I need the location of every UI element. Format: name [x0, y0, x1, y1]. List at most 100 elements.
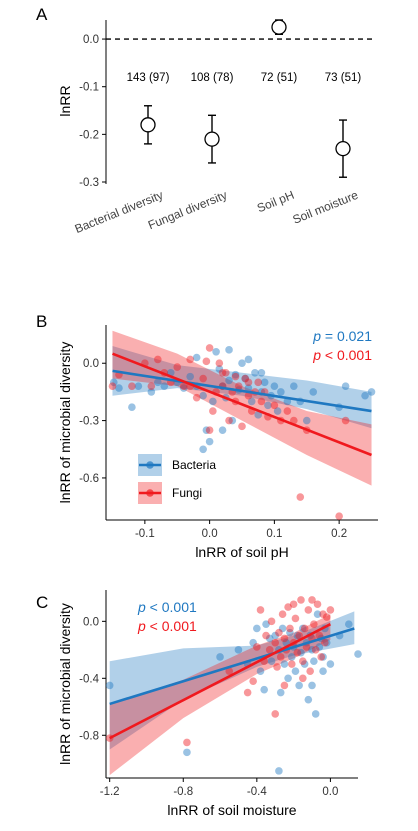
data-point-bacteria [225, 376, 233, 385]
x-tick-label: 0.1 [266, 528, 282, 540]
data-point-bacteria [308, 681, 316, 690]
data-point-fungi [234, 382, 243, 390]
mean-point [335, 140, 351, 157]
p-value-text: = 0.021 [321, 328, 372, 344]
data-point-bacteria [275, 767, 283, 775]
data-point-bacteria [186, 372, 194, 381]
data-point-fungi [286, 624, 294, 633]
data-point-fungi [257, 397, 266, 406]
data-point-bacteria [322, 638, 331, 647]
data-point-bacteria [105, 681, 114, 690]
sample-count-label: 143 (97) [127, 72, 170, 84]
data-point-bacteria [257, 368, 266, 377]
data-point-bacteria [154, 378, 162, 387]
data-point-bacteria [302, 416, 311, 425]
data-point-bacteria [260, 378, 269, 387]
p-value-text: < 0.001 [321, 347, 372, 363]
data-point-bacteria [315, 643, 324, 651]
data-point-fungi [186, 355, 194, 364]
data-point-fungi [154, 355, 162, 364]
data-point-fungi [231, 372, 240, 381]
data-point-bacteria [199, 445, 207, 454]
data-point-fungi [267, 617, 276, 626]
x-tick-label: 0.2 [331, 528, 347, 540]
data-point-fungi [173, 363, 182, 371]
data-point-fungi [310, 620, 318, 628]
y-tick-label: -0.1 [79, 82, 99, 94]
regression-line-bacteria [112, 369, 372, 413]
data-point-bacteria [276, 688, 285, 697]
data-point-fungi [276, 653, 285, 661]
data-point-fungi [253, 643, 261, 651]
data-point-bacteria [254, 411, 262, 419]
data-point-bacteria [273, 407, 282, 415]
data-point-fungi [313, 600, 322, 609]
regression-line-fungi [109, 623, 332, 740]
data-point-bacteria [241, 374, 250, 383]
data-point-fungi [265, 646, 274, 654]
data-point-bacteria [326, 660, 335, 668]
sample-count-label: 73 (51) [325, 72, 362, 84]
x-tick-label: -0.8 [173, 786, 193, 798]
data-point-fungi [254, 378, 262, 387]
data-point-bacteria [147, 388, 156, 396]
data-point-fungi [128, 382, 136, 390]
data-point-bacteria [179, 384, 188, 392]
y-tick-label: -0.3 [79, 177, 99, 189]
data-point-fungi [215, 359, 224, 368]
data-point-fungi [284, 603, 292, 611]
data-point-fungi [293, 648, 302, 657]
category-label: Soil moisture [291, 188, 361, 227]
data-point-bacteria [286, 628, 294, 637]
data-point-bacteria [284, 674, 292, 683]
data-point-bacteria [256, 667, 265, 675]
sample-count-label: 72 (51) [261, 72, 298, 84]
data-point-bacteria [199, 391, 207, 400]
data-point-fungi [295, 631, 303, 640]
data-point-fungi [280, 634, 289, 643]
x-tick-label: -1.2 [100, 786, 120, 798]
confidence-band-fungi [112, 330, 372, 486]
data-point-fungi [241, 374, 250, 383]
data-point-bacteria [209, 397, 217, 406]
data-point-bacteria [160, 382, 169, 390]
data-point-fungi [225, 416, 233, 425]
data-point-bacteria [109, 378, 118, 387]
data-point-fungi [291, 614, 300, 623]
y-tick-label: -0.2 [79, 129, 99, 141]
p-symbol: p [312, 347, 321, 363]
data-point-bacteria [361, 391, 369, 400]
data-point-bacteria [313, 610, 322, 619]
data-point-fungi [192, 393, 201, 402]
x-axis-title: lnRR of soil moisture [167, 802, 296, 818]
data-point-bacteria [293, 631, 302, 640]
data-point-bacteria [215, 365, 224, 373]
data-point-fungi [335, 512, 343, 520]
data-point-fungi [308, 596, 316, 604]
data-point-fungi [283, 407, 292, 415]
data-point-fungi [262, 631, 270, 640]
data-point-fungi [321, 638, 329, 647]
data-point-fungi [289, 600, 298, 609]
data-point-fungi [238, 422, 246, 431]
data-point-fungi [218, 368, 227, 377]
data-point-bacteria [265, 634, 274, 643]
data-point-fungi [311, 646, 320, 654]
data-point-fungi [249, 677, 257, 685]
data-point-bacteria [295, 681, 303, 690]
data-point-bacteria [310, 657, 318, 666]
data-point-bacteria [262, 620, 270, 628]
regression-line-bacteria [109, 627, 355, 706]
data-point-fungi [317, 653, 326, 661]
data-point-fungi [244, 391, 253, 400]
data-point-bacteria [212, 347, 220, 356]
data-point-fungi [202, 357, 211, 366]
data-point-fungi [322, 613, 331, 621]
sample-count-label: 108 (78) [191, 72, 234, 84]
data-point-bacteria [238, 359, 246, 368]
data-point-fungi [287, 660, 296, 668]
p-symbol: p [312, 328, 321, 344]
confidence-band-bacteria [112, 346, 372, 429]
data-point-bacteria [115, 384, 123, 392]
